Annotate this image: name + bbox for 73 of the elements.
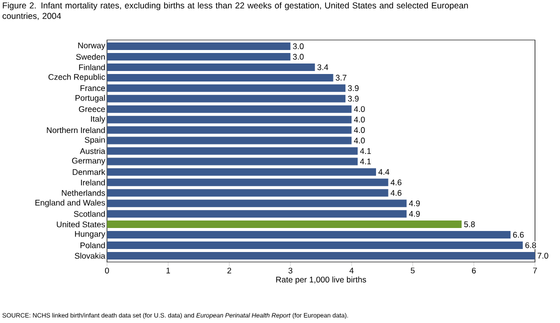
data-label: 3.0 (292, 43, 304, 50)
data-label: 4.9 (408, 200, 420, 206)
bar (107, 231, 511, 239)
y-tick-label: Denmark (72, 168, 106, 175)
y-tick-label: Norway (78, 42, 106, 50)
data-label: 6.8 (525, 242, 536, 248)
bar (107, 42, 290, 50)
bar (107, 94, 346, 102)
data-label: 4.0 (354, 116, 365, 122)
y-tick-label: Sweden (76, 54, 105, 60)
data-label: 4.4 (378, 169, 390, 175)
data-label: 3.4 (317, 64, 328, 70)
bar (107, 168, 376, 176)
y-tick-label: Germany (72, 158, 106, 166)
data-label: 7.0 (538, 252, 548, 259)
y-tick-label: Spain (84, 136, 105, 144)
data-label: 3.0 (292, 54, 304, 60)
x-tick-label: 2 (227, 268, 232, 274)
bar (107, 105, 352, 113)
bar (107, 53, 290, 61)
bar (107, 84, 346, 92)
bar (107, 200, 407, 208)
data-label: 4.1 (360, 148, 371, 154)
y-tick-label: Hungary (75, 231, 106, 238)
bar (107, 241, 523, 249)
y-tick-label: Italy (91, 116, 106, 124)
data-label: 4.9 (408, 210, 420, 217)
y-tick-label: United States (56, 221, 106, 228)
data-label: 4.0 (354, 138, 365, 144)
y-tick-label: Poland (80, 242, 105, 248)
data-label: 5.8 (464, 221, 475, 228)
data-label: 3.9 (348, 96, 359, 102)
data-label: 3.9 (348, 85, 359, 92)
bar (107, 220, 462, 228)
x-tick-label: 6 (472, 268, 476, 274)
bar (107, 210, 407, 218)
data-label: 4.6 (390, 190, 402, 196)
bar (107, 136, 352, 144)
x-tick-label: 0 (105, 268, 109, 274)
x-axis-title: Rate per 1,000 live births (276, 276, 366, 284)
y-tick-label: Slovakia (74, 252, 106, 259)
y-tick-label: Northern Ireland (46, 127, 105, 134)
data-label: 4.0 (354, 106, 365, 112)
x-tick-label: 7 (533, 268, 537, 274)
y-tick-label: France (80, 85, 105, 92)
y-tick-label: Scotland (74, 210, 105, 217)
bar (107, 63, 315, 71)
data-label: 3.7 (336, 74, 346, 81)
bar (107, 116, 352, 124)
data-label: 4.1 (360, 158, 371, 164)
y-tick-label: Austria (80, 148, 106, 154)
x-tick-label: 5 (410, 268, 415, 274)
data-label: 4.0 (354, 127, 365, 133)
y-tick-label: England and Wales (35, 200, 106, 208)
y-tick-label: Ireland (81, 179, 105, 186)
bar (107, 189, 388, 197)
bar (107, 252, 535, 260)
data-label: 6.6 (513, 232, 524, 238)
y-tick-label: Czech Republic (48, 74, 106, 82)
bar (107, 126, 352, 134)
bar (107, 178, 388, 186)
chart-title: Figure 2. Infant mortality rates, excluding births at less than 22 weeks of gestation, United States and selected European countries, 2004 (2, 2, 468, 20)
y-tick-label: Greece (78, 106, 105, 112)
data-label: 4.6 (390, 180, 402, 186)
x-tick-label: 4 (349, 268, 354, 274)
bar (107, 74, 334, 82)
y-tick-label: Finland (79, 64, 105, 70)
x-tick-label: 3 (288, 268, 292, 274)
y-tick-label: Portugal (76, 94, 105, 102)
bar (107, 158, 358, 166)
x-tick-label: 1 (166, 268, 170, 274)
bar (107, 147, 358, 155)
y-tick-label: Netherlands (62, 190, 106, 196)
